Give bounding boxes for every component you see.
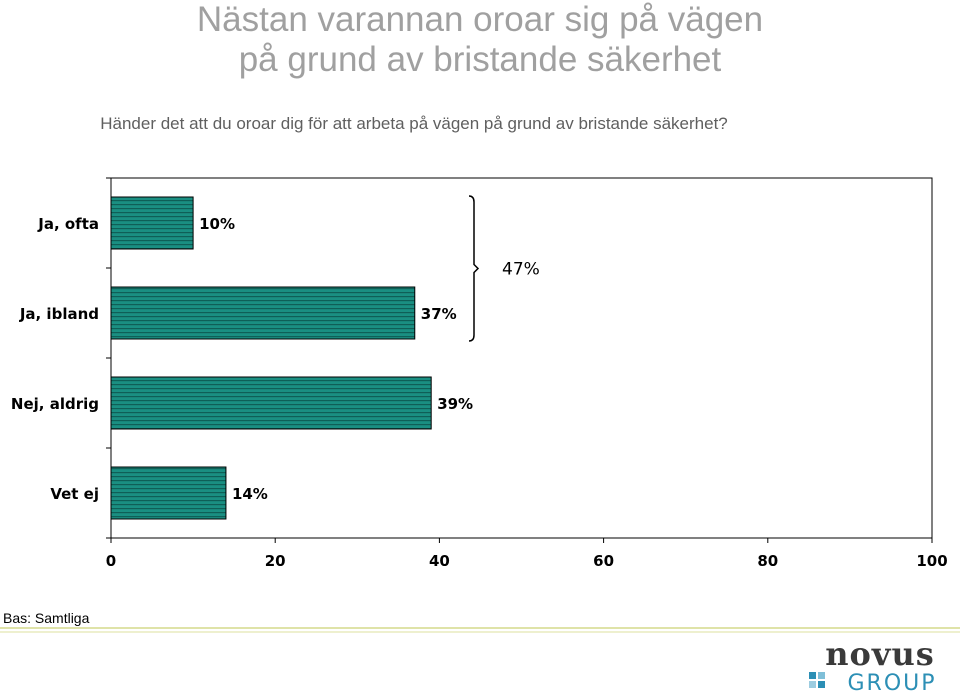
x-tick-label: 20	[265, 552, 286, 570]
category-label: Vet ej	[50, 485, 99, 503]
x-tick-label: 40	[429, 552, 450, 570]
bracket-label: 47%	[502, 260, 540, 280]
bracket	[468, 195, 480, 342]
chart-title: Nästan varannan oroar sig på vägen på gr…	[0, 0, 960, 80]
bar-chart: 0 20 40 60 80 100 Ja, ofta 10% Ja, ibland 37% Nej,…	[11, 177, 948, 570]
data-label: 37%	[421, 305, 457, 323]
data-label: 39%	[437, 395, 473, 413]
logo-word-novus: novus	[825, 640, 934, 673]
chart-title-line-1: Nästan varannan oroar sig på vägen	[196, 0, 764, 39]
bar	[110, 286, 416, 340]
bar	[110, 466, 227, 520]
category-label: Ja, ibland	[19, 305, 99, 323]
x-tick-label: 100	[916, 552, 947, 570]
chart-subtitle: Händer det att du oroar dig för att arbe…	[100, 114, 728, 133]
bar	[110, 196, 194, 250]
data-label: 10%	[199, 215, 235, 233]
base-note: Bas: Samtliga	[3, 610, 90, 626]
data-label: 14%	[232, 485, 268, 503]
logo-squares-icon	[809, 672, 825, 688]
bar	[110, 376, 432, 430]
plot-area: 0 20 40 60 80 100 Ja, ofta 10% Ja, ibland 37% Nej,…	[11, 177, 948, 570]
footer-divider	[0, 627, 960, 633]
category-label: Ja, ofta	[37, 215, 99, 233]
novus-group-logo: novus GROUP	[809, 640, 936, 692]
logo-word-group: GROUP	[847, 671, 936, 692]
chart-title-line-2: på grund av bristande säkerhet	[238, 40, 722, 79]
x-tick-label: 0	[106, 552, 116, 570]
x-tick-label: 80	[757, 552, 778, 570]
category-label: Nej, aldrig	[11, 395, 99, 413]
x-tick-label: 60	[593, 552, 614, 570]
